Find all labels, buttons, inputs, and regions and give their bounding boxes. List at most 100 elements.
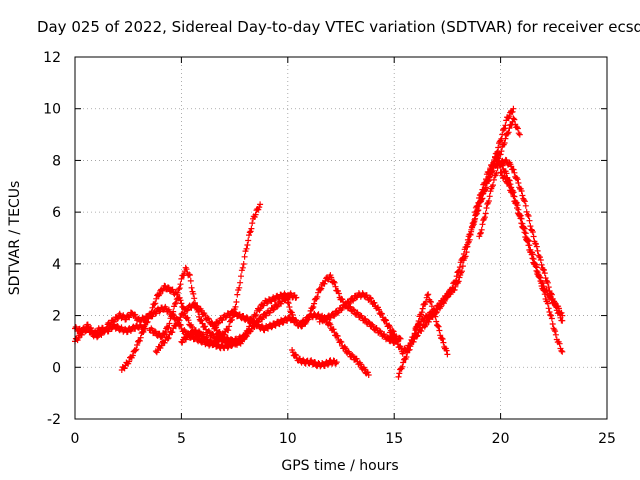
data-point (193, 302, 200, 309)
x-tick-label: 5 (177, 431, 186, 447)
data-point (514, 205, 520, 211)
data-point (523, 208, 530, 215)
data-point (200, 331, 207, 338)
data-point (228, 343, 235, 349)
data-point (375, 306, 382, 313)
data-point (453, 273, 460, 280)
data-point (546, 293, 553, 300)
data-point (546, 309, 553, 315)
data-point (548, 312, 555, 319)
data-point (246, 229, 253, 236)
data-point (410, 338, 417, 345)
data-point (418, 309, 425, 316)
data-point (156, 308, 163, 315)
data-point (181, 310, 188, 317)
data-point (187, 277, 194, 284)
data-point (509, 108, 516, 115)
data-point (521, 197, 527, 204)
data-point (403, 354, 410, 360)
data-point (129, 352, 136, 359)
data-point (177, 281, 184, 288)
data-point (509, 190, 516, 196)
data-point (186, 272, 193, 278)
data-point (510, 193, 517, 199)
data-point (424, 292, 431, 299)
data-point (534, 247, 541, 254)
data-point (365, 372, 372, 378)
data-point (234, 291, 241, 298)
data-point (224, 344, 231, 351)
data-point (152, 300, 159, 307)
data-point (293, 352, 299, 359)
data-point (439, 336, 446, 342)
data-point (539, 280, 546, 287)
data-point (452, 283, 459, 290)
data-point (483, 176, 489, 183)
data-point (505, 129, 512, 136)
data-point (547, 294, 554, 301)
data-point (165, 324, 172, 331)
data-point (173, 320, 180, 327)
data-point (497, 151, 504, 158)
data-point (470, 221, 477, 228)
data-point (559, 348, 566, 355)
data-point (174, 289, 181, 296)
data-point (170, 308, 177, 315)
data-point (478, 226, 485, 233)
data-point (225, 327, 232, 334)
data-point (137, 334, 144, 341)
data-point (399, 363, 406, 370)
data-point (249, 220, 256, 227)
data-point (544, 288, 551, 295)
data-point (286, 304, 293, 310)
data-point (202, 323, 209, 330)
data-point (485, 198, 492, 204)
x-tick-label: 25 (598, 431, 616, 447)
data-point (78, 331, 85, 338)
data-point (395, 373, 402, 380)
data-point (511, 169, 518, 176)
data-point (396, 335, 403, 342)
data-point (101, 328, 108, 335)
data-point (284, 299, 291, 306)
data-point (169, 312, 176, 319)
data-point (477, 230, 484, 237)
data-point (427, 298, 434, 305)
data-point (444, 293, 451, 300)
data-point (540, 283, 547, 290)
data-point (153, 295, 160, 302)
data-point (559, 312, 566, 319)
data-point (397, 335, 404, 342)
data-point (325, 361, 331, 368)
y-tick-label: 4 (52, 257, 61, 273)
data-point (239, 264, 246, 271)
data-point (505, 180, 512, 187)
data-point (533, 243, 540, 250)
data-point (144, 318, 151, 325)
data-point (84, 323, 91, 330)
data-point (178, 300, 185, 307)
data-point (243, 245, 250, 252)
data-point (149, 304, 156, 311)
data-point (332, 283, 339, 290)
data-point (132, 347, 139, 354)
data-point (178, 275, 185, 282)
data-point (152, 328, 158, 335)
data-point (121, 365, 128, 372)
data-point (209, 330, 216, 337)
data-point (532, 263, 539, 270)
data-point (190, 301, 197, 307)
data-point (386, 324, 393, 330)
data-point (545, 305, 552, 312)
data-point (516, 131, 523, 138)
data-point (498, 148, 505, 155)
data-point (240, 261, 247, 267)
data-point (232, 309, 239, 316)
data-point (400, 359, 407, 366)
data-point (165, 335, 172, 341)
data-point (383, 317, 389, 324)
data-point (459, 263, 466, 270)
data-point (522, 234, 529, 240)
data-point (479, 221, 486, 228)
